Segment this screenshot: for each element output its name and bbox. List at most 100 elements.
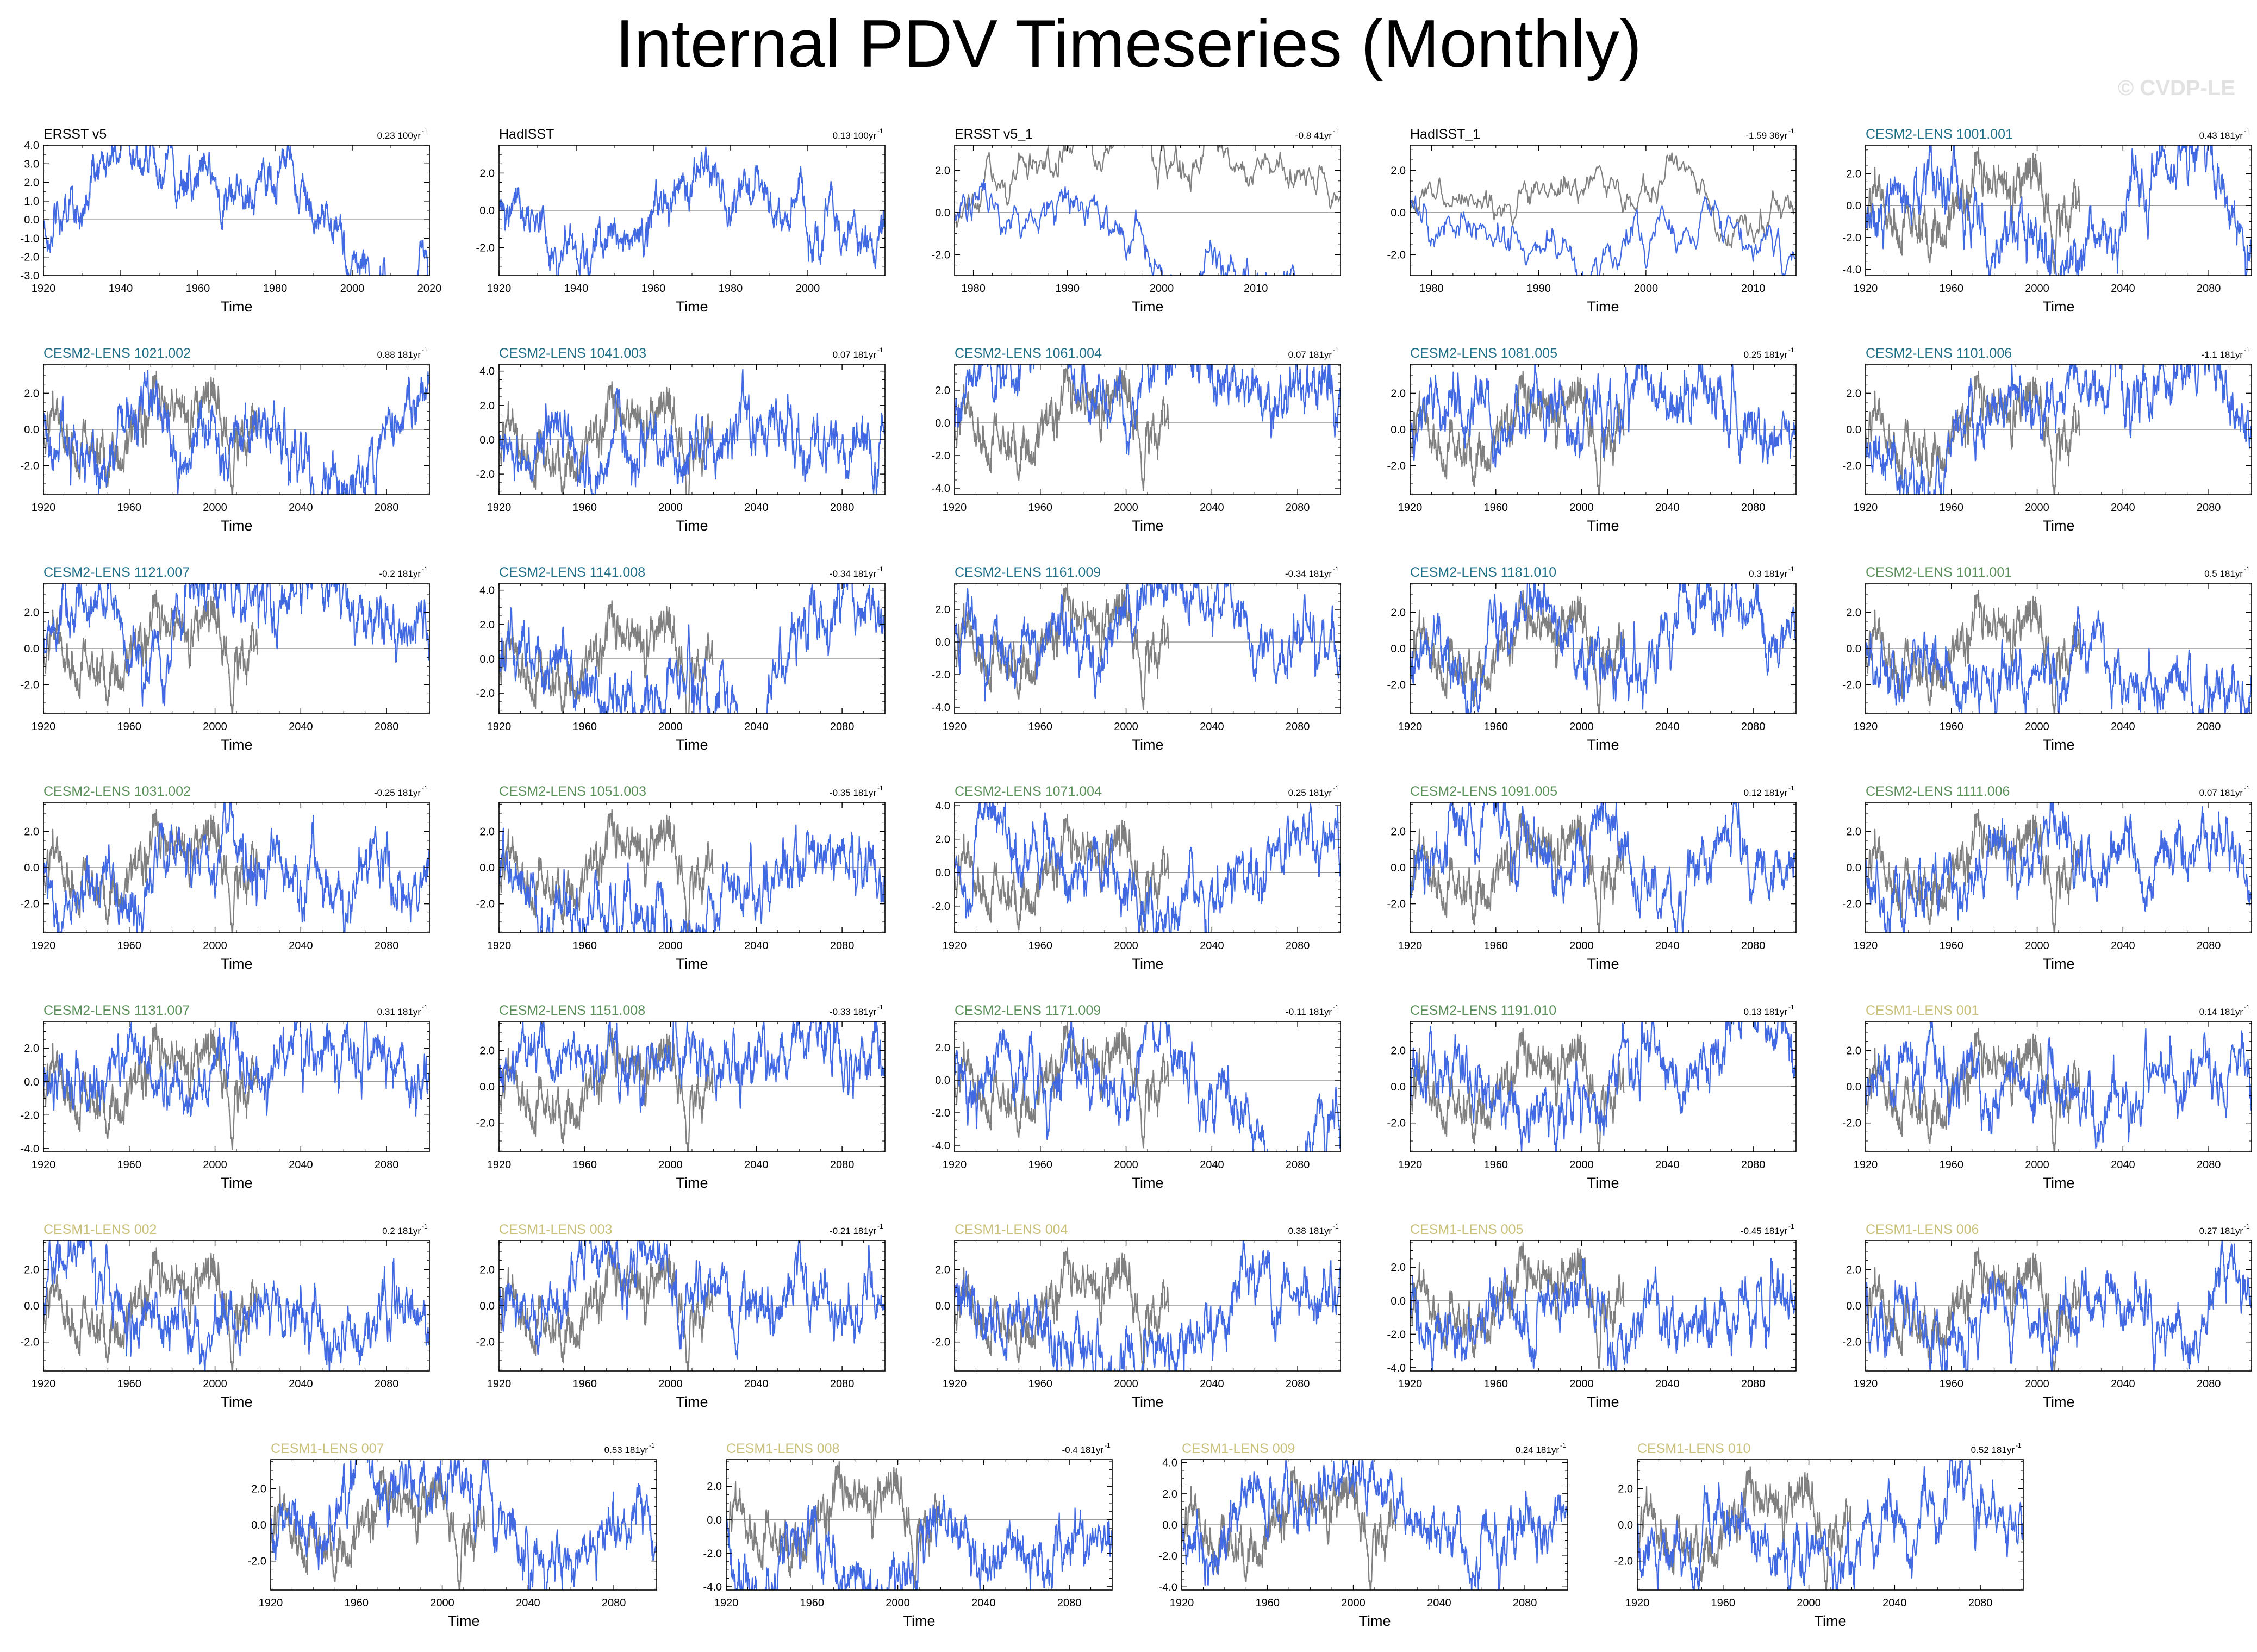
chart-svg: CESM1-LENS 010 0.52 181yr -1 2.0 0.0 -2.0 1920…: [1614, 1441, 2024, 1629]
chart-svg: CESM2-LENS 1141.008 -0.34 181yr -1 4.0 2.0 0.…: [476, 565, 886, 753]
panel-6: CESM2-LENS 1021.002 0.88 181yr -1 2.0 0.0 -2.…: [0, 332, 446, 538]
x-tick-label: 1920: [1398, 1159, 1423, 1171]
x-tick-label: 1960: [345, 1597, 369, 1609]
trend-superscript: -1: [649, 1442, 655, 1449]
x-tick-label: 1960: [117, 1378, 142, 1390]
y-tick-label: 2.0: [479, 1045, 495, 1057]
panel-30: CESM1-LENS 006 0.27 181yr -1 2.0 0.0 -2.0 1920…: [1822, 1208, 2257, 1414]
x-tick-label: 2000: [1569, 1378, 1594, 1390]
panel-title: CESM2-LENS 1011.001: [1866, 565, 2012, 580]
panel-31: CESM1-LENS 007 0.53 181yr -1 2.0 0.0 -2.0 1920…: [227, 1427, 673, 1634]
trend-label: 0.13 181yr: [1744, 1007, 1788, 1017]
y-tick-label: 2.0: [1162, 1488, 1177, 1500]
y-tick-label: 0.0: [1162, 1519, 1177, 1531]
obs-reference-line: [499, 600, 714, 714]
y-tick-label: 2.0: [1846, 169, 1861, 180]
x-tick-label: 2000: [2025, 940, 2049, 952]
y-tick-label: -2.0: [476, 688, 495, 700]
member-line: [499, 583, 885, 714]
panel-18: CESM2-LENS 1071.004 0.25 181yr -1 4.0 2.0 0.0…: [911, 770, 1357, 976]
y-tick-label: -4.0: [932, 483, 950, 495]
x-tick-label: 1920: [32, 283, 56, 295]
y-tick-label: -2.0: [21, 679, 39, 691]
x-tick-label: 2000: [658, 1378, 683, 1390]
obs-reference-line: [1410, 152, 1795, 248]
x-tick-label: 1920: [32, 721, 56, 733]
trend-superscript: -1: [422, 784, 428, 792]
y-tick-label: -2.0: [1843, 899, 1861, 911]
y-tick-label: 2.0: [935, 834, 950, 846]
panel-title: CESM1-LENS 001: [1866, 1003, 1979, 1018]
chart-svg: CESM2-LENS 1051.003 -0.35 181yr -1 2.0 0.0 -2…: [476, 784, 886, 972]
trend-label: -0.4 181yr: [1062, 1445, 1103, 1455]
trend-label: 0.13 100yr: [833, 130, 877, 141]
x-tick-label: 1920: [487, 1378, 512, 1390]
member-line: [43, 583, 429, 707]
chart-svg: CESM2-LENS 1031.002 -0.25 181yr -1 2.0 0.0 -2…: [21, 784, 430, 972]
panel-title: CESM2-LENS 1171.009: [955, 1003, 1101, 1018]
x-tick-label: 2040: [1200, 1159, 1224, 1171]
x-tick-label: 1920: [1854, 940, 1878, 952]
member-line: [726, 1494, 1112, 1590]
panel-title: ERSST v5_1: [955, 127, 1033, 142]
x-tick-label: 2040: [1655, 502, 1680, 514]
chart-svg: CESM2-LENS 1191.010 0.13 181yr -1 2.0 0.0 -2.…: [1387, 1003, 1797, 1191]
y-tick-label: -2.0: [703, 1548, 722, 1560]
x-axis-label: Time: [1132, 737, 1164, 753]
x-tick-label: 2000: [658, 940, 683, 952]
trend-superscript: -1: [1105, 1442, 1111, 1449]
x-axis-label: Time: [1132, 1175, 1164, 1191]
panel-10: CESM2-LENS 1101.006 -1.1 181yr -1 2.0 0.0 -2.…: [1822, 332, 2257, 538]
plot-frame: [954, 145, 1341, 276]
panel-title: CESM2-LENS 1181.010: [1410, 565, 1556, 580]
x-tick-label: 2000: [1569, 721, 1594, 733]
trend-label: -0.25 181yr: [374, 788, 421, 798]
x-tick-label: 2080: [2197, 283, 2221, 295]
y-tick-label: 0.0: [24, 1300, 39, 1312]
chart-svg: CESM2-LENS 1161.009 -0.34 181yr -1 2.0 0.0 -2…: [932, 565, 1341, 753]
x-axis-label: Time: [2043, 956, 2075, 972]
chart-svg: CESM2-LENS 1061.004 0.07 181yr -1 2.0 0.0 -2.…: [932, 346, 1341, 534]
y-tick-label: -2.0: [1843, 679, 1861, 691]
y-tick-label: -2.0: [1387, 899, 1406, 911]
y-tick-label: -2.0: [1843, 460, 1861, 472]
chart-svg: CESM2-LENS 1131.007 0.31 181yr -1 2.0 0.0 -2.…: [21, 1003, 430, 1191]
chart-svg: CESM2-LENS 1151.008 -0.33 181yr -1 2.0 0.0 -2…: [476, 1003, 886, 1191]
member-line: [1410, 364, 1796, 468]
panel-title: HadISST: [499, 127, 554, 142]
y-tick-label: -2.0: [476, 1337, 495, 1349]
trend-label: 0.5 181yr: [2204, 569, 2243, 579]
x-tick-label: 2080: [1741, 721, 1766, 733]
trend-label: -0.33 181yr: [830, 1007, 876, 1017]
panel-11: CESM2-LENS 1121.007 -0.2 181yr -1 2.0 0.0 -2.…: [0, 551, 446, 757]
x-tick-label: 2040: [289, 940, 313, 952]
y-tick-label: -2.0: [1843, 232, 1861, 244]
panel-28: CESM1-LENS 004 0.38 181yr -1 2.0 0.0 -2.0 1920…: [911, 1208, 1357, 1414]
trend-label: 0.31 181yr: [377, 1007, 421, 1017]
x-tick-label: 2080: [375, 1378, 399, 1390]
member-line: [43, 802, 429, 933]
y-tick-label: -2.0: [1387, 1329, 1406, 1341]
x-tick-label: 1960: [1484, 502, 1508, 514]
x-tick-label: 1920: [1854, 721, 1878, 733]
y-tick-label: 2.0: [479, 1264, 495, 1276]
x-tick-label: 2040: [744, 502, 769, 514]
y-tick-label: -2.0: [1614, 1556, 1633, 1568]
x-tick-label: 2040: [1200, 1378, 1224, 1390]
panel-title: CESM2-LENS 1091.005: [1410, 784, 1557, 799]
x-tick-label: 2080: [375, 940, 399, 952]
x-tick-label: 1920: [487, 502, 512, 514]
x-tick-label: 1960: [1028, 1378, 1053, 1390]
chart-svg: CESM2-LENS 1091.005 0.12 181yr -1 2.0 0.0 -2.…: [1387, 784, 1797, 972]
x-tick-label: 1960: [1484, 1159, 1508, 1171]
y-tick-label: -4.0: [932, 1140, 950, 1152]
x-axis-label: Time: [2043, 1175, 2075, 1191]
panel-title: CESM2-LENS 1111.006: [1866, 784, 2010, 799]
x-tick-label: 1960: [1940, 1378, 1964, 1390]
x-tick-label: 1960: [1711, 1597, 1736, 1609]
obs-reference-line: [1410, 1028, 1625, 1152]
y-tick-label: -2.0: [1159, 1550, 1177, 1562]
member-line: [955, 179, 1340, 276]
chart-svg: CESM2-LENS 1001.001 0.43 181yr -1 2.0 0.0 -2.…: [1843, 127, 2252, 315]
y-tick-label: 0.0: [1391, 862, 1406, 874]
